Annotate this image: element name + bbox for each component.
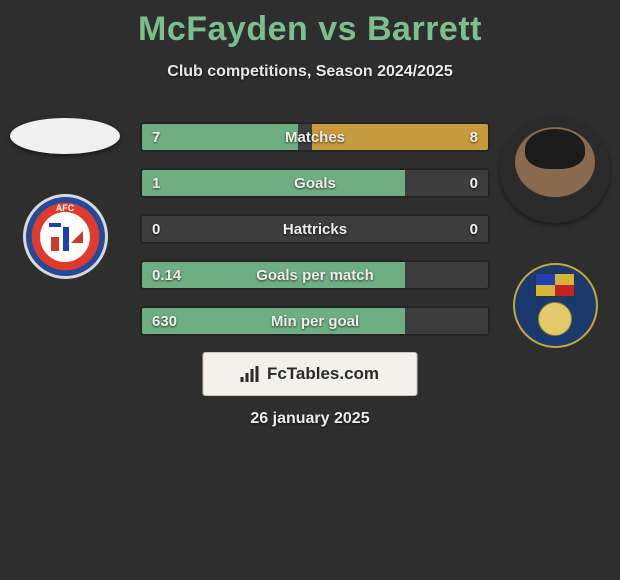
left-column bbox=[10, 118, 120, 279]
stat-row: 0.14Goals per match bbox=[140, 260, 490, 290]
wealdstone-flag-icon bbox=[535, 273, 575, 297]
stat-label: Goals per match bbox=[142, 267, 488, 284]
right-column bbox=[500, 118, 610, 348]
source-logo: FcTables.com bbox=[203, 352, 418, 396]
stat-label: Min per goal bbox=[142, 313, 488, 330]
stat-row: 00Hattricks bbox=[140, 214, 490, 244]
title-player-right: Barrett bbox=[367, 10, 482, 48]
player-photo-right bbox=[500, 118, 610, 223]
title-player-left: McFayden bbox=[138, 10, 308, 48]
wealdstone-ball-icon bbox=[538, 302, 572, 336]
player-photo-left bbox=[10, 118, 120, 154]
stat-row: 10Goals bbox=[140, 168, 490, 198]
stat-label: Goals bbox=[142, 175, 488, 192]
stat-row: 78Matches bbox=[140, 122, 490, 152]
club-badge-fylde bbox=[23, 194, 108, 279]
stat-label: Hattricks bbox=[142, 221, 488, 238]
page-title: McFayden vs Barrett bbox=[0, 0, 620, 49]
stat-bars: 78Matches 10Goals 00Hattricks 0.14Goals per… bbox=[140, 122, 490, 336]
stat-row: 630Min per goal bbox=[140, 306, 490, 336]
date-label: 26 january 2025 bbox=[0, 410, 620, 428]
club-badge-wealdstone bbox=[513, 263, 598, 348]
title-vs: vs bbox=[318, 10, 357, 48]
fylde-crest-icon bbox=[45, 217, 85, 257]
subtitle: Club competitions, Season 2024/2025 bbox=[0, 63, 620, 81]
source-logo-text: FcTables.com bbox=[267, 364, 379, 384]
bar-chart-icon bbox=[241, 366, 261, 382]
stat-label: Matches bbox=[142, 129, 488, 146]
